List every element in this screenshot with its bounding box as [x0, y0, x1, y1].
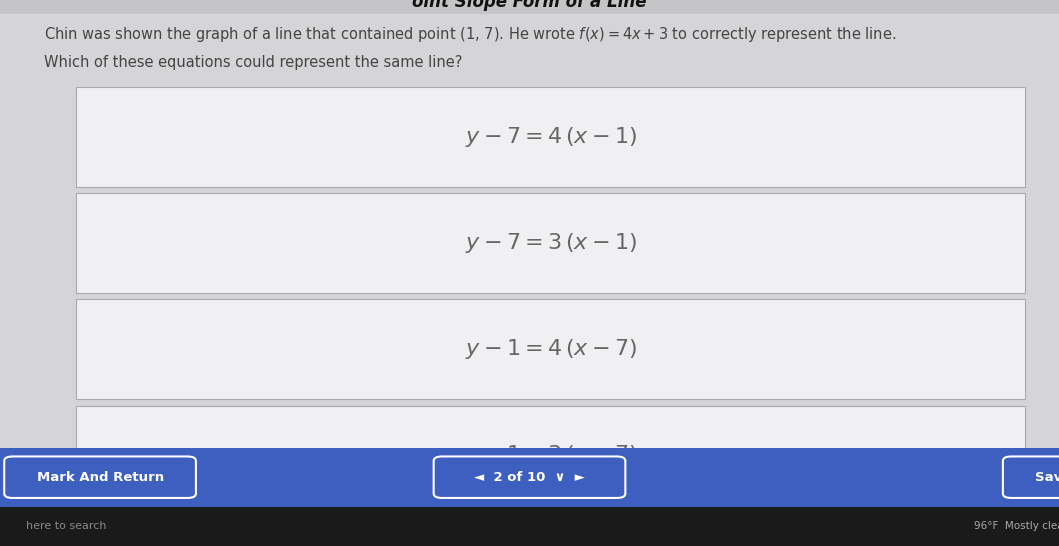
- Text: 96°F  Mostly clear: 96°F Mostly clear: [974, 521, 1059, 531]
- Text: oint Slope Form of a Line: oint Slope Form of a Line: [412, 0, 647, 10]
- Text: Which of these equations could represent the same line?: Which of these equations could represent…: [44, 55, 463, 69]
- FancyBboxPatch shape: [1003, 456, 1059, 498]
- FancyBboxPatch shape: [76, 406, 1025, 505]
- FancyBboxPatch shape: [76, 87, 1025, 187]
- Text: $y-1=3\,(x-7)$: $y-1=3\,(x-7)$: [465, 443, 636, 467]
- Text: Mark And Return: Mark And Return: [36, 471, 164, 484]
- Text: ◄  2 of 10  ∨  ►: ◄ 2 of 10 ∨ ►: [474, 471, 585, 484]
- FancyBboxPatch shape: [4, 456, 196, 498]
- FancyBboxPatch shape: [434, 456, 625, 498]
- Text: $y-7=4\,(x-1)$: $y-7=4\,(x-1)$: [465, 125, 636, 149]
- Text: here to search: here to search: [26, 521, 107, 531]
- FancyBboxPatch shape: [0, 0, 1059, 14]
- Text: Chin was shown the graph of a line that contained point (1, 7). He wrote $f(x) =: Chin was shown the graph of a line that …: [44, 25, 897, 44]
- FancyBboxPatch shape: [76, 193, 1025, 293]
- Text: Save & E: Save & E: [1035, 471, 1059, 484]
- Text: $y-7=3\,(x-1)$: $y-7=3\,(x-1)$: [465, 231, 636, 255]
- FancyBboxPatch shape: [0, 507, 1059, 546]
- FancyBboxPatch shape: [76, 299, 1025, 399]
- Text: $y-1=4\,(x-7)$: $y-1=4\,(x-7)$: [465, 337, 636, 361]
- FancyBboxPatch shape: [0, 448, 1059, 507]
